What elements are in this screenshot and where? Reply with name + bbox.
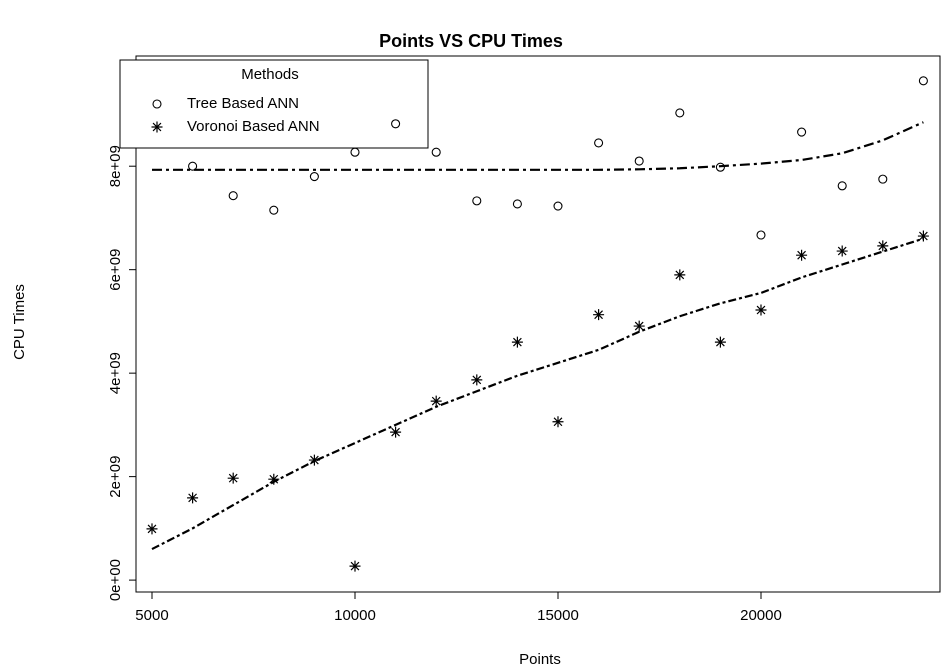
y-tick-label: 4e+09 <box>107 352 124 394</box>
legend-marker <box>151 121 163 133</box>
point <box>350 147 360 157</box>
y-tick-label: 6e+09 <box>107 249 124 291</box>
legend-marker <box>152 99 162 109</box>
point <box>187 492 199 504</box>
point <box>877 240 889 252</box>
x-tick-label: 20000 <box>740 607 782 624</box>
point <box>715 162 725 172</box>
x-axis-label: Points <box>519 651 561 668</box>
y-tick-label: 8e+09 <box>107 145 124 187</box>
legend-label: Voronoi Based ANN <box>187 118 320 135</box>
point <box>146 523 158 535</box>
point <box>917 230 929 242</box>
point <box>188 161 198 171</box>
point <box>512 199 522 209</box>
x-tick-label: 15000 <box>537 607 579 624</box>
point <box>472 196 482 206</box>
point <box>796 249 808 261</box>
point <box>308 454 320 466</box>
chart-title: Points VS CPU Times <box>379 31 563 51</box>
point <box>227 472 239 484</box>
point <box>269 205 279 215</box>
point <box>593 309 605 321</box>
legend-title: Methods <box>241 66 299 83</box>
point <box>837 181 847 191</box>
y-tick-label: 0e+00 <box>107 559 124 601</box>
point <box>391 119 401 129</box>
point <box>594 138 604 148</box>
x-tick-label: 10000 <box>334 607 376 624</box>
fit-line <box>151 121 924 171</box>
point <box>756 230 766 240</box>
point <box>674 269 686 281</box>
point <box>552 416 564 428</box>
point <box>511 336 523 348</box>
point <box>430 395 442 407</box>
legend-label: Tree Based ANN <box>187 95 299 112</box>
point <box>390 426 402 438</box>
point <box>553 201 563 211</box>
point <box>471 374 483 386</box>
point <box>309 171 319 182</box>
y-tick-label: 2e+09 <box>107 456 124 498</box>
point <box>755 304 767 316</box>
fit-line <box>151 237 924 551</box>
point <box>714 336 726 348</box>
point <box>228 191 238 201</box>
point <box>797 127 807 137</box>
point <box>878 174 888 184</box>
point <box>918 76 928 86</box>
x-tick-label: 5000 <box>135 607 168 624</box>
point <box>634 156 644 166</box>
point <box>431 147 441 157</box>
y-axis-label: CPU Times <box>11 284 28 360</box>
point <box>675 108 685 118</box>
point <box>633 320 645 332</box>
point <box>349 560 361 572</box>
legend-box <box>119 59 429 149</box>
point <box>836 245 848 257</box>
point <box>268 473 280 485</box>
